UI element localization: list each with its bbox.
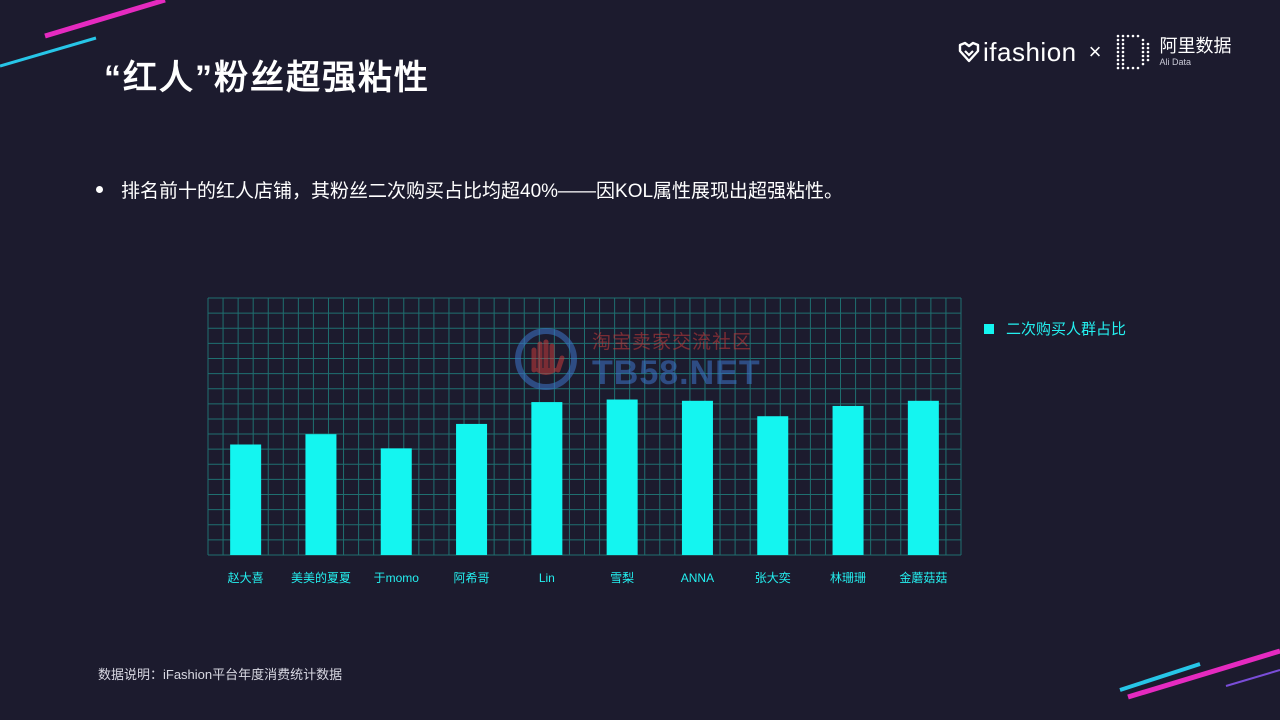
bullet-point: 排名前十的红人店铺，其粉丝二次购买占比均超40%——因KOL属性展现出超强粘性。 [96, 176, 843, 203]
page-title: “红人”粉丝超强粘性 [104, 59, 430, 97]
x-tick-label-8: 林珊珊 [830, 571, 866, 585]
stripe-top-pink [44, 0, 166, 39]
bullet-dot [96, 186, 103, 193]
ifashion-logo-text: ifashion [983, 36, 1077, 67]
bullet-text: 排名前十的红人店铺，其粉丝二次购买占比均超40%——因KOL属性展现出超强粘性。 [121, 181, 844, 202]
hand-logo-icon [515, 328, 577, 390]
bar-0 [230, 444, 262, 555]
watermark: 淘宝卖家交流社区 TB58.NET [512, 326, 772, 392]
watermark-cn: 淘宝卖家交流社区 [592, 332, 753, 353]
ali-data-cn: 阿里数据 [1159, 36, 1232, 56]
stripe-bottom-cyan [1119, 662, 1201, 692]
data-source-note: 数据说明：iFashion平台年度消费统计数据 [98, 667, 343, 682]
d-dotmatrix-icon [1117, 34, 1150, 70]
x-tick-label-2: 于momo [374, 571, 420, 585]
bar-9 [907, 400, 939, 555]
brand-logos: ifashion × 阿里数据 Ali Data [958, 30, 1231, 74]
brand-separator: × [1088, 39, 1102, 64]
bar-4 [531, 402, 563, 555]
bar-2 [380, 448, 412, 555]
x-tick-label-4: Lin [539, 571, 555, 585]
legend-label: 二次购买人群占比 [1006, 321, 1127, 338]
x-tick-label-1: 美美的夏夏 [291, 570, 351, 585]
x-tick-label-5: 雪梨 [610, 571, 634, 585]
bar-6 [681, 400, 713, 555]
stripe-top-cyan [0, 36, 97, 68]
bar-8 [832, 405, 864, 555]
bar-5 [606, 399, 638, 555]
ali-data-en: Ali Data [1159, 57, 1191, 67]
bar-1 [305, 434, 337, 555]
legend-swatch [984, 323, 994, 334]
x-tick-label-3: 阿希哥 [454, 570, 490, 585]
x-tick-label-9: 金蘑菇菇 [899, 570, 947, 585]
stripe-bottom-purple [1225, 669, 1280, 687]
x-tick-label-7: 张大奕 [755, 570, 791, 585]
chart-legend: 二次购买人群占比 [984, 318, 1126, 339]
x-tick-label-0: 赵大喜 [228, 571, 264, 585]
watermark-en: TB58.NET [592, 354, 761, 392]
heart-icon [958, 41, 980, 63]
bar-7 [757, 416, 789, 555]
ali-data-logo: 阿里数据 Ali Data [1159, 37, 1231, 67]
stripe-bottom-pink [1127, 648, 1280, 700]
x-tick-label-6: ANNA [681, 571, 714, 585]
bar-3 [456, 423, 488, 555]
